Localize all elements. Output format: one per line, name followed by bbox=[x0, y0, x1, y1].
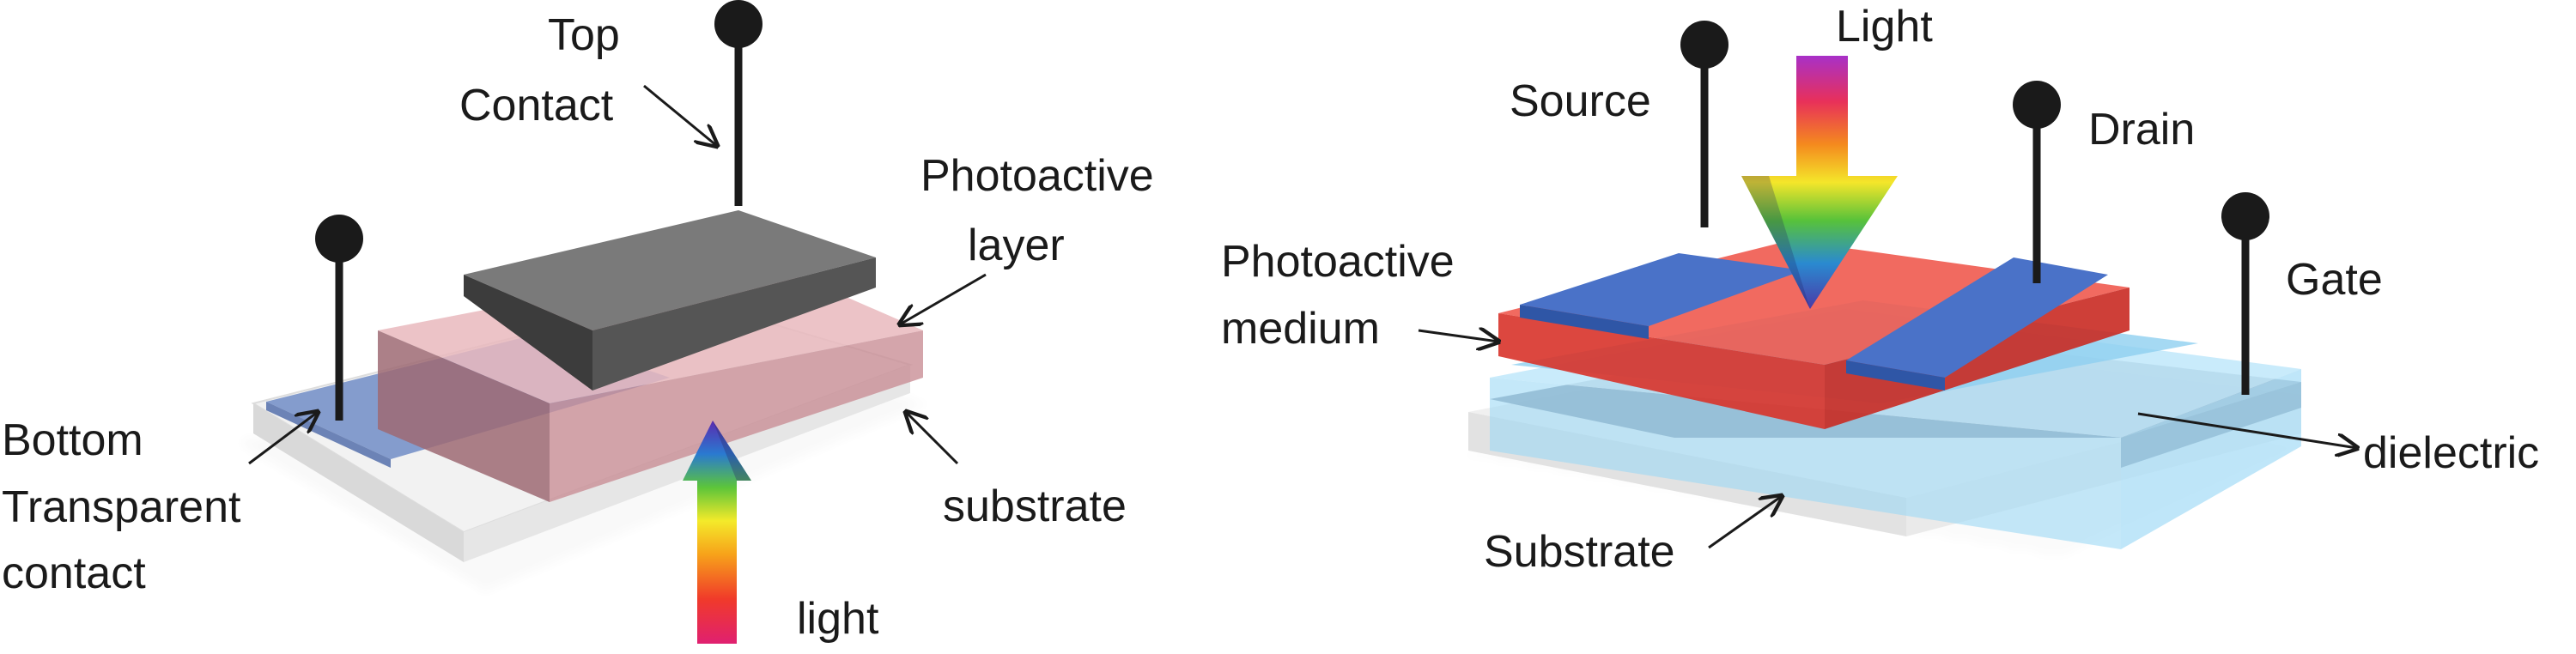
left-light-arrow bbox=[683, 421, 751, 644]
source-label: Source bbox=[1510, 76, 1651, 126]
bottom-contact-label-line2: Transparent bbox=[2, 482, 241, 532]
right-phototransistor: Light Source Drain Gate Photoactive medi… bbox=[1221, 2, 2539, 577]
photoactive-medium-pointer bbox=[1418, 330, 1498, 342]
top-contact-probe bbox=[714, 0, 762, 206]
top-contact-pointer bbox=[643, 84, 717, 146]
top-contact-label-line2: Contact bbox=[459, 81, 614, 130]
left-light-label: light bbox=[797, 594, 879, 644]
bottom-contact-label-line1: Bottom bbox=[2, 415, 143, 465]
bottom-contact-pointer bbox=[248, 412, 318, 465]
photoactive-layer-label-line2: layer bbox=[968, 221, 1065, 270]
top-contact-label-line1: Top bbox=[548, 10, 620, 60]
dielectric-label: dielectric bbox=[2363, 428, 2539, 478]
gate-probe bbox=[2221, 192, 2269, 395]
drain-electrode bbox=[1846, 257, 2108, 391]
drain-label: Drain bbox=[2088, 105, 2195, 154]
right-light-label: Light bbox=[1836, 2, 1933, 51]
right-substrate-label: Substrate bbox=[1484, 527, 1675, 577]
bottom-contact-probe bbox=[315, 215, 363, 421]
gate-label: Gate bbox=[2286, 255, 2383, 305]
dielectric-pointer bbox=[2137, 412, 2357, 448]
left-substrate-pointer bbox=[906, 412, 959, 465]
photoactive-medium-label-line2: medium bbox=[1221, 304, 1380, 354]
right-substrate-pointer bbox=[1708, 496, 1782, 549]
drain-probe bbox=[2013, 81, 2061, 283]
photoactive-layer-label-line1: Photoactive bbox=[920, 151, 1154, 201]
left-vertical-photodetector: Top Contact Photoactive layer Bottom Tra… bbox=[2, 0, 1154, 644]
top-contact-slab bbox=[464, 210, 876, 391]
photoactive-medium-label-line1: Photoactive bbox=[1221, 237, 1455, 287]
left-substrate-label: substrate bbox=[943, 481, 1127, 531]
bottom-contact-label-line3: contact bbox=[2, 548, 146, 598]
photoactive-layer-pointer bbox=[900, 273, 987, 324]
source-electrode bbox=[1520, 253, 1803, 339]
source-probe bbox=[1680, 21, 1728, 227]
right-light-arrow bbox=[1741, 56, 1898, 309]
